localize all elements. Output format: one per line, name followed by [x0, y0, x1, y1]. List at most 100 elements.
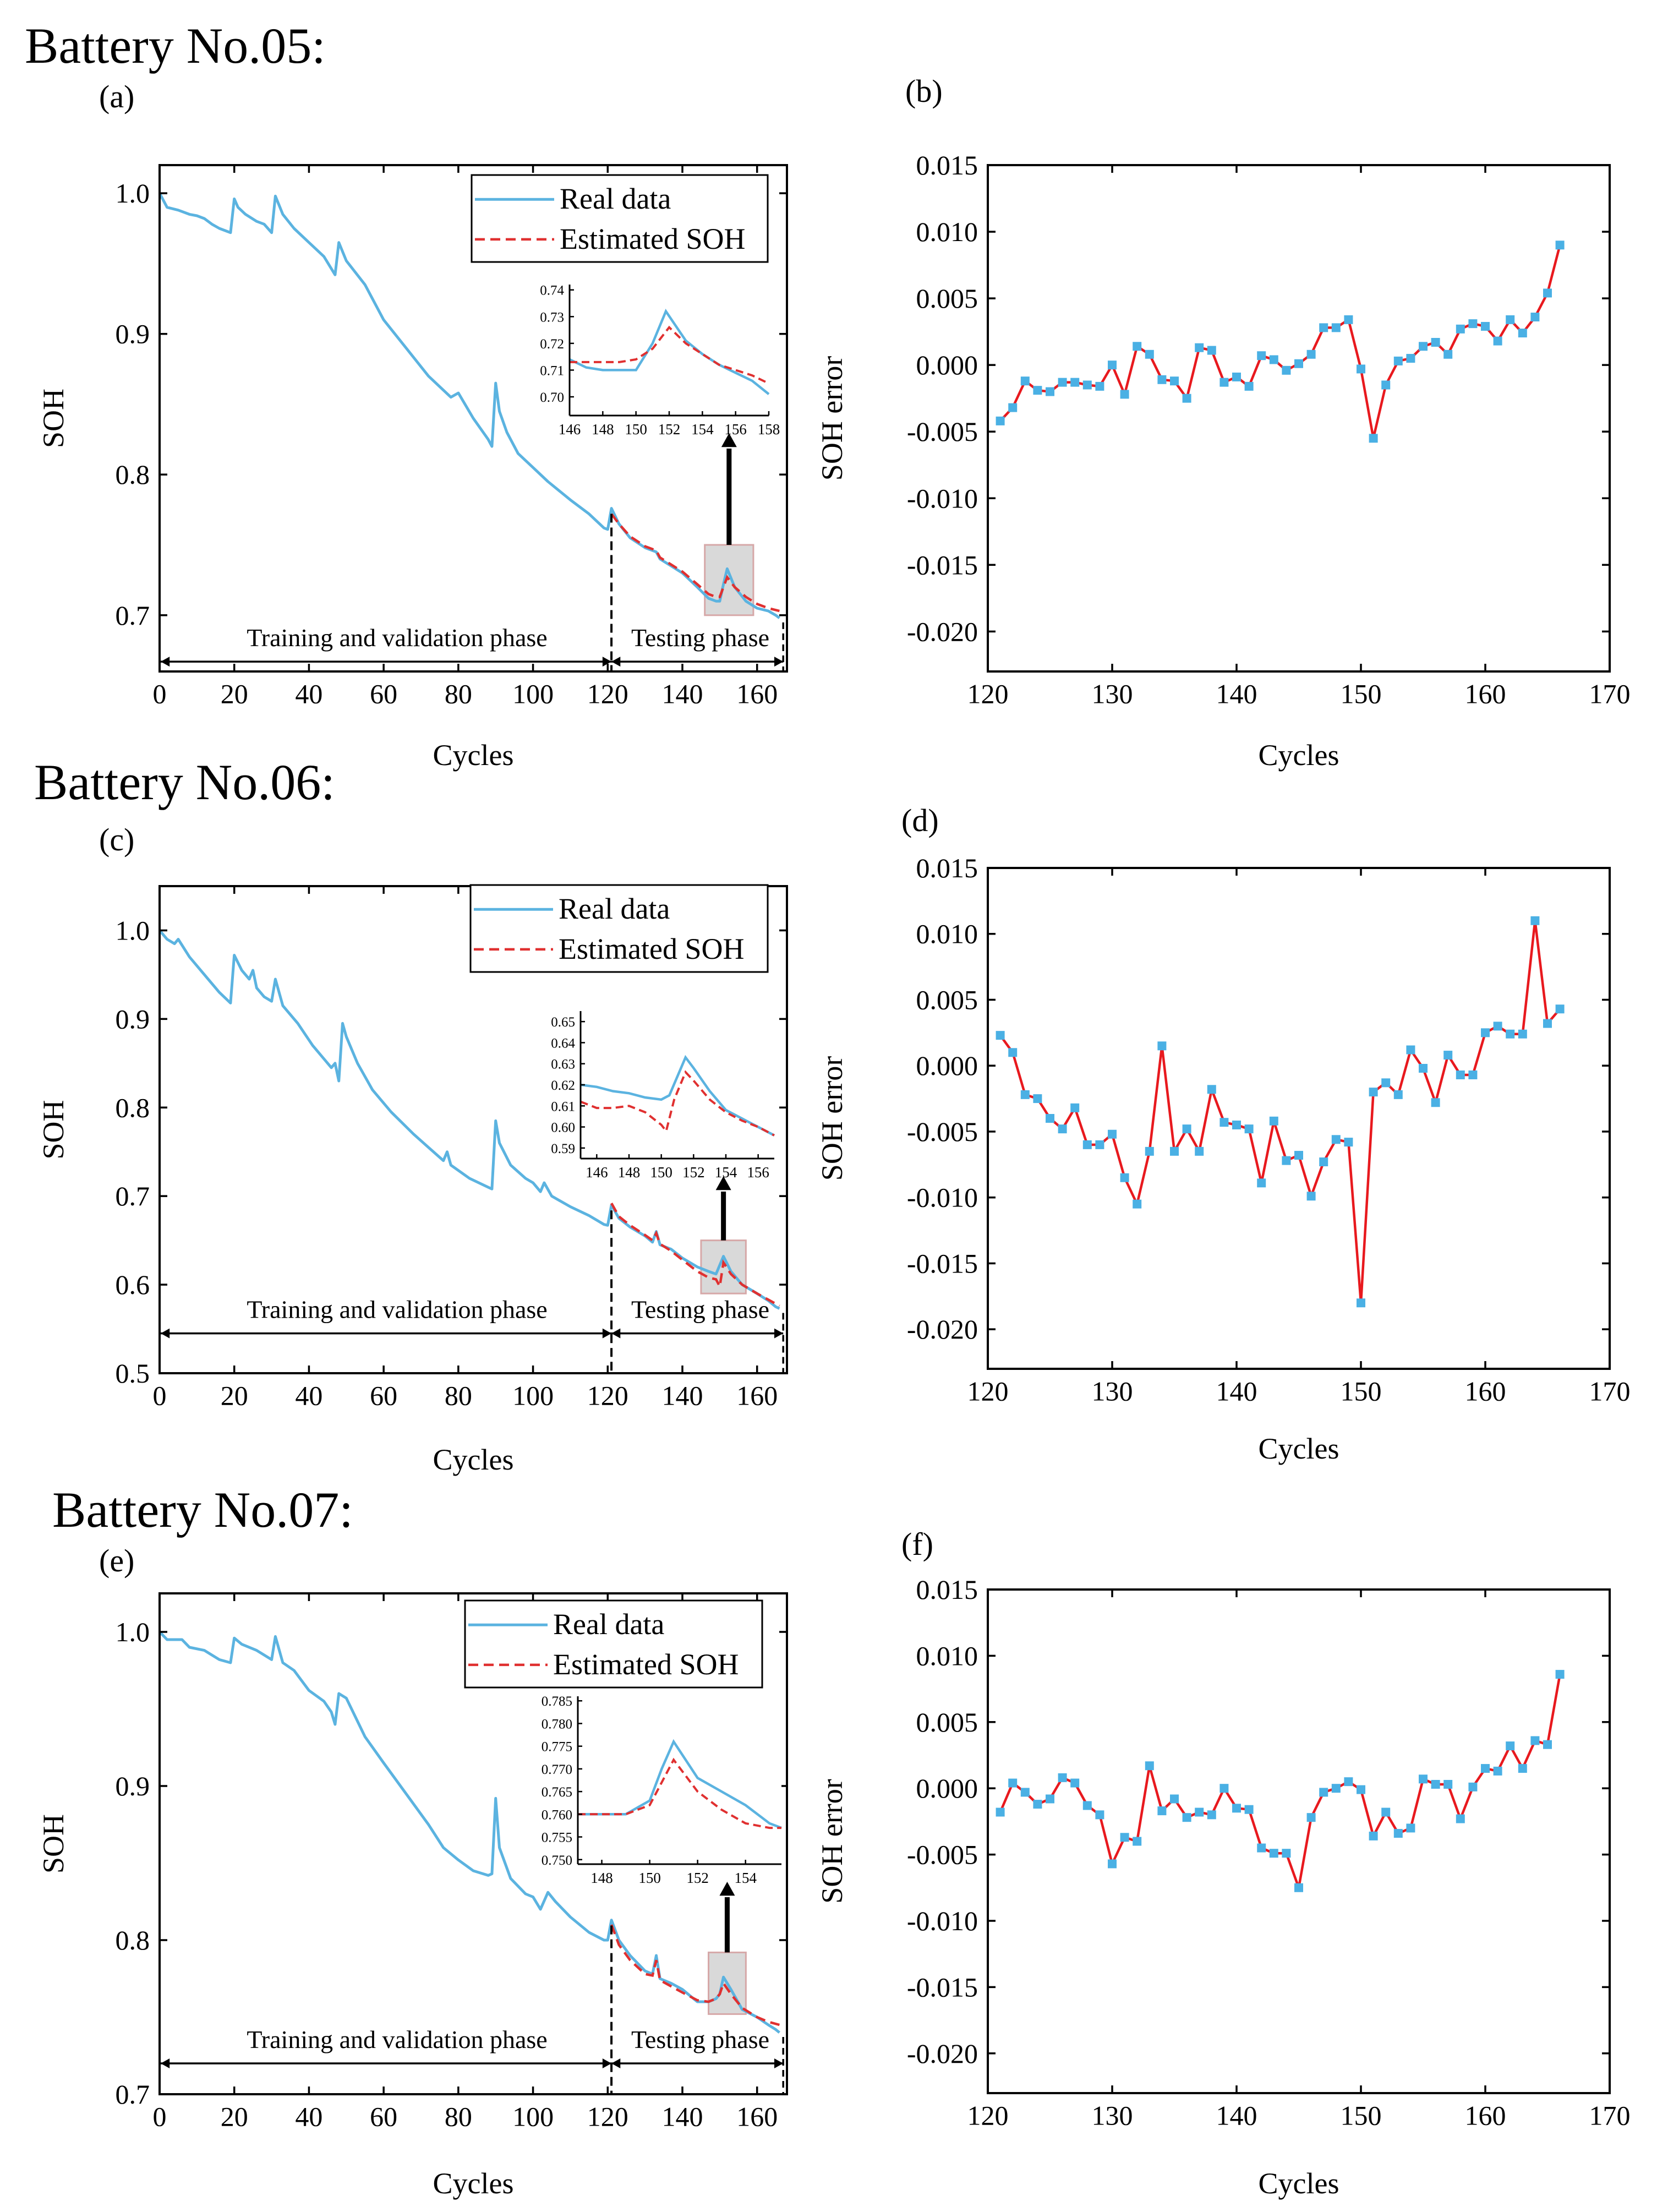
x-tick-label: 150 — [1341, 1376, 1382, 1407]
estimated-soh-line — [610, 1203, 780, 1307]
error-point — [1331, 1135, 1341, 1144]
error-point — [1555, 241, 1565, 250]
x-tick-label: 160 — [736, 2101, 778, 2132]
error-point — [1456, 1070, 1465, 1079]
error-point — [1493, 1766, 1502, 1776]
inset-y-tick-label: 0.73 — [540, 310, 564, 325]
zoom-region-box — [704, 544, 754, 616]
inset-x-tick-label: 150 — [650, 1164, 672, 1181]
y-tick-label: 0.000 — [916, 349, 978, 380]
inset-x-tick-label: 158 — [758, 421, 780, 438]
error-line — [999, 919, 1561, 1304]
x-tick-label: 160 — [1465, 679, 1506, 709]
panel-label: (d) — [901, 802, 939, 838]
y-axis-label: SOH — [37, 1814, 70, 1874]
inset-x-tick-label: 150 — [638, 1870, 661, 1886]
estimated-soh-line — [610, 1924, 780, 2027]
error-point — [1232, 1120, 1241, 1129]
error-point — [1543, 288, 1552, 298]
inset-x-tick-label: 150 — [625, 421, 647, 438]
x-tick-label: 100 — [512, 1380, 554, 1411]
error-point — [1170, 1146, 1179, 1156]
error-point — [1182, 1813, 1191, 1822]
error-point — [1120, 1173, 1129, 1182]
y-tick-label: 0.9 — [116, 1003, 150, 1034]
inset-x-tick-label: 154 — [715, 1164, 737, 1181]
error-point — [1020, 1090, 1030, 1099]
inset-y-tick-label: 0.760 — [542, 1807, 572, 1822]
x-axis-label: Cycles — [433, 1443, 514, 1476]
y-axis-label: SOH error — [816, 1779, 849, 1903]
error-point — [1157, 375, 1167, 384]
arrowhead — [611, 657, 621, 667]
inset-x-tick-label: 156 — [724, 421, 747, 438]
zoom-inset: 146 148 150 152 154 156 158 0.70 0.71 0.72 0.73 0.7… — [540, 283, 780, 438]
arrowhead — [161, 2058, 170, 2068]
y-tick-label: -0.010 — [907, 1905, 978, 1936]
x-tick-label: 80 — [445, 679, 472, 709]
inset-y-tick-label: 0.62 — [551, 1078, 575, 1093]
error-point — [1082, 380, 1092, 390]
error-point — [1020, 376, 1030, 386]
error-point — [1282, 1156, 1291, 1165]
plot-area — [988, 1590, 1610, 2093]
error-point — [1543, 1019, 1552, 1028]
y-axis-label: SOH — [37, 1100, 70, 1159]
error-point — [1157, 1041, 1167, 1051]
error-point — [1195, 1807, 1204, 1817]
x-tick-label: 160 — [736, 679, 778, 709]
error-point — [1369, 1088, 1378, 1097]
legend: Real data Estimated SOH — [469, 884, 769, 973]
legend: Real data Estimated SOH — [464, 1599, 763, 1689]
inset-y-tick-label: 0.71 — [540, 363, 564, 378]
y-tick-label: 0.010 — [916, 1640, 978, 1671]
error-point — [1555, 1004, 1565, 1014]
zoom-inset: 148 150 152 154 0.750 0.755 0.760 0.765 0.770 0.7… — [542, 1694, 782, 1886]
x-tick-label: 40 — [295, 1380, 322, 1411]
error-point — [1145, 1146, 1154, 1156]
error-point — [1518, 1764, 1527, 1773]
error-point — [1244, 381, 1254, 391]
error-point — [1393, 1090, 1403, 1099]
error-point — [1331, 1784, 1341, 1793]
error-point — [1306, 1192, 1316, 1201]
plot-frame — [987, 867, 1611, 1370]
y-tick-label: -0.020 — [907, 616, 978, 647]
error-point — [1381, 1807, 1391, 1817]
inset-x-tick-label: 148 — [592, 421, 614, 438]
error-point — [1456, 1814, 1465, 1823]
x-tick-label: 140 — [662, 1380, 703, 1411]
error-point — [1046, 387, 1054, 396]
inset-y-tick-label: 0.61 — [551, 1099, 575, 1114]
x-tick-label: 60 — [370, 1380, 397, 1411]
x-tick-label: 160 — [736, 1380, 778, 1411]
training-phase-label: Training and validation phase — [247, 624, 547, 652]
error-point — [1269, 1849, 1278, 1858]
arrowhead — [774, 2058, 784, 2068]
error-point — [1319, 323, 1328, 332]
error-point — [1008, 1048, 1018, 1057]
inset-area — [581, 1011, 774, 1159]
error-point — [1381, 1078, 1391, 1088]
error-point — [1095, 1140, 1104, 1149]
battery-07-title: Battery No.07: — [52, 1482, 353, 1538]
error-point — [1145, 349, 1154, 359]
error-point — [1133, 1199, 1142, 1209]
y-tick-label: 0.000 — [916, 1773, 978, 1804]
error-point — [996, 1031, 1005, 1040]
testing-phase-label: Testing phase — [631, 1296, 769, 1324]
training-phase-label: Training and validation phase — [247, 2025, 547, 2053]
inset-y-tick-label: 0.765 — [542, 1785, 572, 1800]
arrowhead — [774, 1328, 784, 1339]
y-tick-label: 0.5 — [116, 1358, 150, 1389]
error-point — [1108, 1859, 1117, 1869]
error-point — [1282, 365, 1291, 375]
x-tick-label: 140 — [1216, 1376, 1257, 1407]
error-point — [1306, 349, 1316, 359]
x-tick-label: 130 — [1092, 679, 1133, 709]
estimated-soh-line — [610, 513, 780, 613]
real-data-line — [158, 929, 780, 1310]
legend-real-label: Real data — [553, 1608, 664, 1641]
error-point — [1219, 1784, 1229, 1793]
x-tick-label: 170 — [1589, 1376, 1631, 1407]
